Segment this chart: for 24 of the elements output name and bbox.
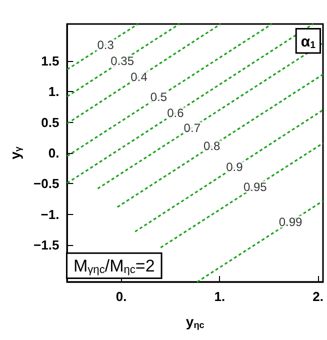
annotation: 0.4: [130, 70, 148, 84]
x-tick-label: 0.: [116, 289, 127, 304]
annotation: 0.5: [150, 90, 168, 104]
annotation: 0.3: [97, 38, 114, 52]
y-tick-label: 1.: [48, 84, 60, 100]
y-tick-label: −1.: [40, 206, 60, 222]
annotation: 0.35: [110, 54, 134, 68]
annotation: 0.7: [184, 120, 201, 135]
annotation: α1: [300, 33, 316, 51]
x-tick-label: 1.: [214, 289, 226, 304]
y-tick-label: −1.5: [34, 238, 60, 253]
annotation: 0.8: [203, 139, 220, 154]
x-tick-label: 2.: [312, 289, 324, 304]
y-tick-label: −0.5: [34, 176, 60, 192]
y-axis-title: yγ: [7, 146, 24, 160]
y-tick-label: 0.: [48, 146, 60, 160]
annotation: Mγηc/Mηc=2: [74, 256, 155, 276]
y-tick-label: 1.5: [41, 53, 60, 68]
y-tick-label: 0.5: [41, 114, 60, 130]
x-axis-title: yηc: [186, 314, 204, 330]
annotation: 0.99: [278, 214, 303, 229]
annotation: 0.95: [243, 180, 268, 194]
annotation: 0.9: [226, 160, 244, 174]
annotation: 0.6: [167, 106, 184, 120]
